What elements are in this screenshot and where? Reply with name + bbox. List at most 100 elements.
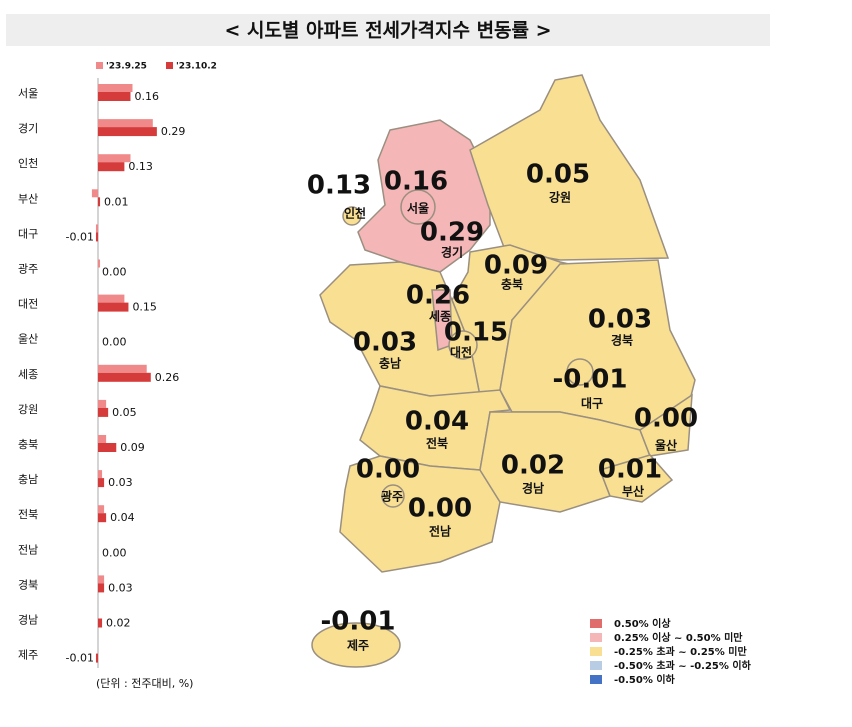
- bar: [98, 119, 153, 128]
- y-tick-label: 세종: [18, 368, 38, 381]
- region: [381, 484, 405, 508]
- value-label: 0.00: [102, 266, 127, 279]
- bar: [98, 84, 133, 92]
- legend-swatch: [96, 62, 103, 69]
- region: [599, 454, 674, 503]
- bar: [98, 259, 101, 268]
- bar: [95, 224, 98, 233]
- region: [566, 358, 594, 386]
- value-label: 0.05: [112, 406, 136, 419]
- map-value-label: 0.02: [501, 451, 565, 481]
- bar: [98, 294, 125, 303]
- map-region-label: 경남: [522, 481, 544, 496]
- region: [311, 622, 401, 668]
- legend-swatch: [590, 661, 602, 670]
- map-region-label: 울산: [655, 438, 677, 453]
- map-value-label: 0.29: [420, 218, 484, 248]
- map-value-label: -0.01: [321, 607, 396, 637]
- bar: [98, 407, 109, 417]
- value-label: 0.16: [134, 90, 159, 103]
- y-tick-label: 전북: [18, 508, 38, 521]
- region: [448, 330, 478, 360]
- map-region-label: 대전: [450, 345, 472, 360]
- value-label: 0.26: [155, 371, 180, 384]
- legend-swatch: [590, 633, 602, 642]
- map-region-label: 인천: [344, 206, 366, 221]
- map-region-label: 충북: [501, 277, 523, 292]
- value-label: 0.04: [110, 511, 134, 524]
- region: [339, 455, 501, 573]
- map-value-label: 0.00: [408, 494, 472, 524]
- map-value-label: 0.04: [405, 407, 469, 437]
- map-region-label: 광주: [381, 489, 403, 504]
- region: [469, 74, 670, 261]
- y-tick-label: 부산: [18, 192, 38, 205]
- bar: [98, 197, 101, 207]
- map-value-label: 0.09: [484, 251, 548, 281]
- map-value-label: 0.16: [384, 167, 448, 197]
- y-tick-label: 강원: [18, 403, 38, 416]
- bar: [98, 372, 151, 382]
- y-tick-label: 서울: [18, 87, 38, 100]
- map-value-label: 0.15: [444, 318, 508, 348]
- bar: [95, 653, 98, 663]
- legend-swatch: [166, 62, 173, 69]
- bar: [98, 618, 103, 628]
- value-label: 0.09: [120, 441, 144, 454]
- chart-title: < 시도별 아파트 전세가격지수 변동률 >: [224, 20, 551, 42]
- map-region-label: 전남: [429, 524, 451, 539]
- map-region-label: 경기: [441, 245, 463, 260]
- value-label: 0.13: [128, 160, 153, 173]
- map-region-label: 강원: [549, 191, 571, 205]
- legend-label: 0.25% 이상 ~ 0.50% 미만: [614, 631, 743, 644]
- legend-label: '23.9.25: [106, 62, 147, 72]
- bar: [98, 435, 107, 443]
- legend-swatch: [590, 619, 602, 628]
- bar: [98, 127, 157, 137]
- value-label: 0.03: [108, 581, 133, 594]
- legend-label: -0.25% 초과 ~ 0.25% 미만: [614, 645, 747, 658]
- value-label: -0.01: [66, 230, 94, 243]
- y-tick-label: 제주: [18, 649, 38, 662]
- value-label: 0.01: [104, 195, 129, 208]
- legend-label: 0.50% 이상: [614, 617, 671, 630]
- bar: [98, 443, 117, 452]
- bar: [98, 364, 147, 373]
- bar: [98, 478, 105, 488]
- bar: [98, 399, 107, 408]
- value-label: 0.03: [108, 476, 133, 489]
- map-value-label: 0.26: [406, 281, 470, 311]
- y-tick-label: 대구: [18, 227, 38, 240]
- y-tick-label: 대전: [18, 298, 38, 311]
- value-label: 0.29: [161, 125, 186, 138]
- y-tick-label: 경북: [18, 578, 38, 591]
- bar: [91, 189, 98, 198]
- bar: [98, 513, 107, 523]
- value-label: 0.00: [102, 546, 127, 559]
- bar: [98, 505, 105, 514]
- bar: [98, 92, 131, 101]
- map-value-label: 0.13: [307, 171, 371, 201]
- region: [342, 206, 362, 226]
- bar: [98, 583, 105, 593]
- map-value-label: 0.05: [526, 160, 590, 190]
- bar: [98, 470, 103, 479]
- map-value-label: 0.00: [634, 404, 698, 434]
- map-region-label: 충남: [379, 356, 401, 371]
- y-tick-label: 전남: [18, 543, 38, 556]
- legend-swatch: [590, 647, 602, 656]
- y-tick-label: 울산: [18, 333, 38, 346]
- bar: [98, 154, 131, 163]
- bar: [98, 162, 125, 172]
- map-region-label: 경북: [611, 334, 633, 348]
- bar: [95, 232, 98, 242]
- unit-note: (단위 : 전주대비, %): [96, 677, 193, 690]
- y-tick-label: 충북: [18, 438, 38, 451]
- map-region-label: 서울: [407, 201, 429, 216]
- map-value-label: 0.03: [588, 305, 652, 335]
- legend-label: -0.50% 초과 ~ -0.25% 이하: [614, 659, 752, 672]
- map-region-label: 제주: [347, 639, 369, 653]
- map-value-label: 0.01: [598, 455, 662, 485]
